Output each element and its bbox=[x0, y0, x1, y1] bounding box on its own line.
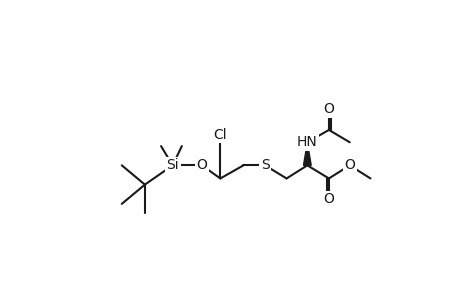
Text: S: S bbox=[260, 158, 269, 172]
Text: Cl: Cl bbox=[213, 128, 227, 142]
Text: Si: Si bbox=[166, 158, 179, 172]
Polygon shape bbox=[303, 142, 311, 165]
Text: HN: HN bbox=[297, 135, 317, 149]
Text: O: O bbox=[343, 158, 354, 172]
Text: O: O bbox=[323, 192, 334, 206]
Text: O: O bbox=[196, 158, 207, 172]
Text: O: O bbox=[323, 102, 334, 116]
